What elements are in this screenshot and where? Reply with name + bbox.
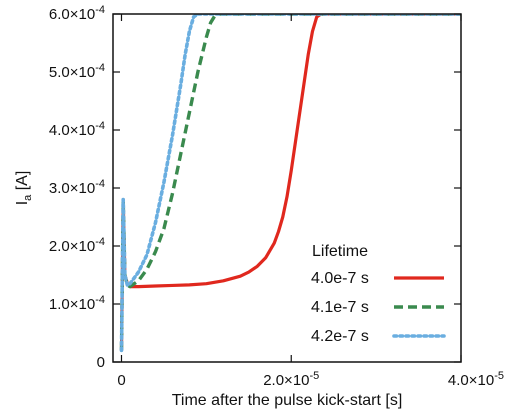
y-tick-label-exponent: -4 xyxy=(95,4,105,16)
x-tick-label: 2.0×10-5 xyxy=(263,370,319,389)
y-tick-label-exponent: -4 xyxy=(95,120,105,132)
x-tick-label-mantissa: 4.0×10 xyxy=(448,372,494,389)
y-tick-label-exponent: -4 xyxy=(95,178,105,190)
x-tick-label-mantissa: 0 xyxy=(117,372,125,389)
x-axis-title: Time after the pulse kick-start [s] xyxy=(172,392,403,409)
y-tick-label-mantissa: 1.0×10 xyxy=(49,296,95,313)
legend-entry: 4.0e-7 s xyxy=(311,270,444,287)
y-axis-title-symbol: I xyxy=(14,201,31,205)
legend-entry: 4.2e-7 s xyxy=(311,328,446,345)
y-axis-title-subscript: a xyxy=(22,194,34,201)
y-tick-label-exponent: -4 xyxy=(95,62,105,74)
x-tick-label-mantissa: 2.0×10 xyxy=(263,372,309,389)
series-line-3 xyxy=(119,14,461,353)
y-tick-label: 3.0×10-4 xyxy=(49,178,105,197)
y-tick-label-mantissa: 2.0×10 xyxy=(49,238,95,255)
ticks-layer: 01.0×10-42.0×10-43.0×10-44.0×10-45.0×10-… xyxy=(49,4,504,389)
y-tick-label-mantissa: 4.0×10 xyxy=(49,122,95,139)
y-axis-title-unit: [A] xyxy=(14,171,31,195)
series-line-2 xyxy=(119,14,461,351)
y-tick-label-mantissa: 0 xyxy=(97,354,105,371)
y-tick-label: 0 xyxy=(97,354,105,371)
x-tick-label-exponent: -5 xyxy=(310,370,320,382)
legend-label: 4.2e-7 s xyxy=(311,328,369,345)
y-tick-label: 1.0×10-4 xyxy=(49,294,105,313)
series-layer xyxy=(119,14,461,353)
legend-label: 4.1e-7 s xyxy=(311,299,369,316)
y-axis-title: Ia [A] xyxy=(14,171,34,206)
legend-entry: 4.1e-7 s xyxy=(311,299,444,316)
x-tick-label: 0 xyxy=(117,372,125,389)
y-tick-label: 4.0×10-4 xyxy=(49,120,105,139)
x-tick-label-exponent: -5 xyxy=(494,370,504,382)
series-line-1 xyxy=(119,14,461,351)
x-tick-label: 4.0×10-5 xyxy=(448,370,504,389)
legend: Lifetime 4.0e-7 s 4.1e-7 s 4.2e-7 s xyxy=(311,243,446,345)
y-tick-label-mantissa: 6.0×10 xyxy=(49,6,95,23)
y-tick-label-mantissa: 3.0×10 xyxy=(49,180,95,197)
y-tick-label-exponent: -4 xyxy=(95,294,105,306)
y-tick-label: 2.0×10-4 xyxy=(49,236,105,255)
y-tick-label-mantissa: 5.0×10 xyxy=(49,64,95,81)
legend-title: Lifetime xyxy=(312,243,368,260)
y-tick-label-exponent: -4 xyxy=(95,236,105,248)
y-tick-label: 6.0×10-4 xyxy=(49,4,105,23)
legend-label: 4.0e-7 s xyxy=(311,270,369,287)
y-tick-label: 5.0×10-4 xyxy=(49,62,105,81)
